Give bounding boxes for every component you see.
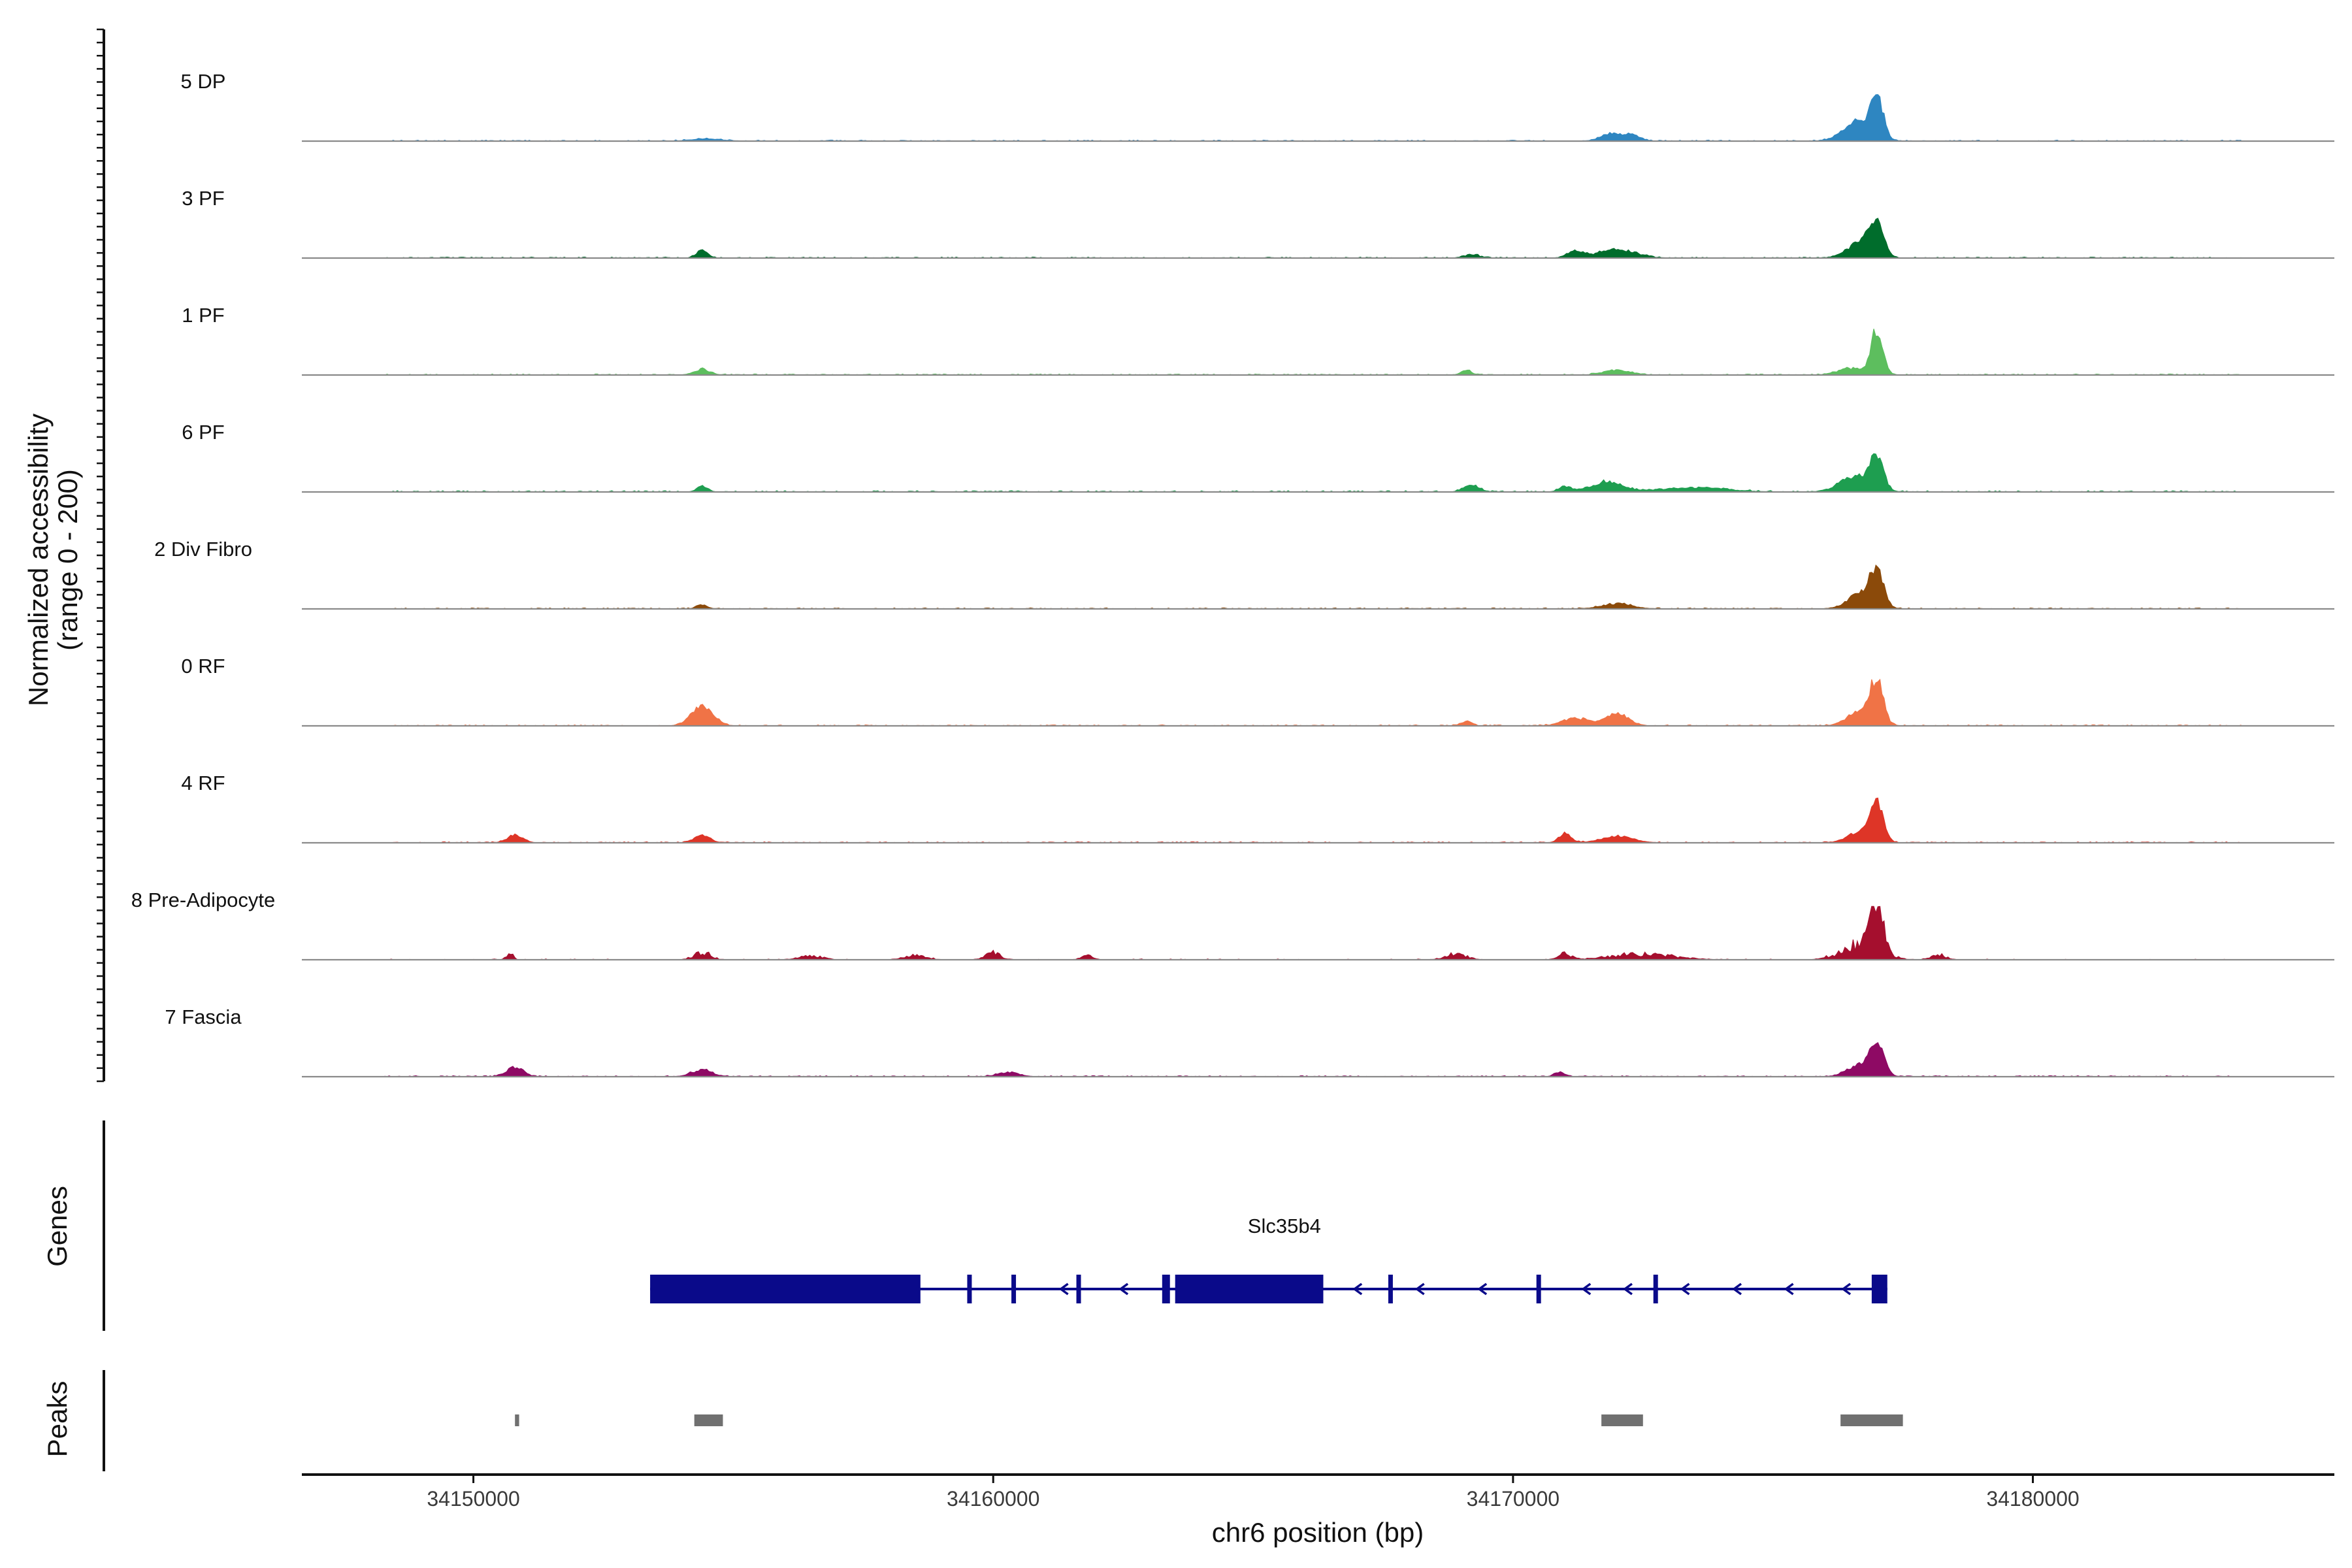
coverage-tracks: 5 DP 3 PF 1 PF 6 PF 2 Div Fibro 0 RF 4 RF 8 Pre… [131,70,2334,1078]
gene-strand-arrow [1732,1282,1742,1296]
gene-track [650,1275,1887,1303]
peak-track [515,1414,1903,1426]
gene-exon [1871,1275,1887,1303]
gene-strand-arrow [1477,1282,1488,1296]
x-axis-tick-label: 34170000 [1467,1487,1560,1511]
gene-exon [1011,1275,1017,1303]
genes-panel-label: Genes [42,1186,73,1267]
y-axis-range-label: (range 0 - 200) [52,469,83,651]
track-6: 0 RF [181,655,2334,727]
peak-region [1601,1414,1643,1426]
gene-exon [967,1275,972,1303]
gene-strand-arrow [1784,1282,1794,1296]
track-5: 2 Div Fibro [154,538,2334,610]
track-label: 0 RF [181,655,225,678]
coverage-axis [97,28,105,1083]
gene-exon [1076,1275,1081,1303]
gene-strand-arrow [1680,1282,1690,1296]
gene-exon [1653,1275,1658,1303]
track-label: 6 PF [182,421,224,444]
gene-strand-arrow [1581,1282,1592,1296]
gene-strand-arrow [1622,1282,1633,1296]
track-label: 7 Fascia [165,1005,242,1028]
track-label: 4 RF [181,772,225,794]
track-2: 3 PF [182,187,2334,259]
peak-region [694,1414,723,1426]
x-axis-tick-label: 34160000 [947,1487,1039,1511]
gene-strand-arrow [1841,1282,1852,1296]
gene-strand-arrow [1414,1282,1425,1296]
peak-region [515,1414,519,1426]
gene-strand-arrow [1058,1282,1069,1296]
x-axis-ticks: 34150000 34160000 34170000 34180000 [427,1475,2080,1511]
track-label: 8 Pre-Adipocyte [131,889,276,911]
track-9: 7 Fascia [165,1005,2334,1078]
peak-region [1840,1414,1903,1426]
track-3: 1 PF [182,304,2334,376]
gene-exon [650,1275,921,1303]
track-label: 3 PF [182,187,224,210]
gene-strand-arrow [1352,1282,1363,1296]
x-axis-label: chr6 position (bp) [1212,1517,1424,1548]
track-label: 1 PF [182,304,224,327]
gene-name-label: Slc35b4 [1248,1215,1321,1237]
track-7: 4 RF [181,772,2334,844]
peaks-panel-label: Peaks [42,1381,73,1458]
y-axis-label: Normalized accessibility [23,414,54,706]
gene-exon [1388,1275,1393,1303]
track-8: 8 Pre-Adipocyte [131,889,2334,961]
track-4: 6 PF [182,421,2334,493]
track-1: 5 DP [181,70,2334,142]
gene-exon [1162,1275,1170,1303]
gene-strand-arrow [1119,1282,1129,1296]
gene-exon [1536,1275,1541,1303]
track-label: 5 DP [181,70,226,93]
x-axis-tick-label: 34150000 [427,1487,519,1511]
x-axis-tick-label: 34180000 [1986,1487,2079,1511]
track-label: 2 Div Fibro [154,538,252,561]
gene-exon [1175,1275,1324,1303]
